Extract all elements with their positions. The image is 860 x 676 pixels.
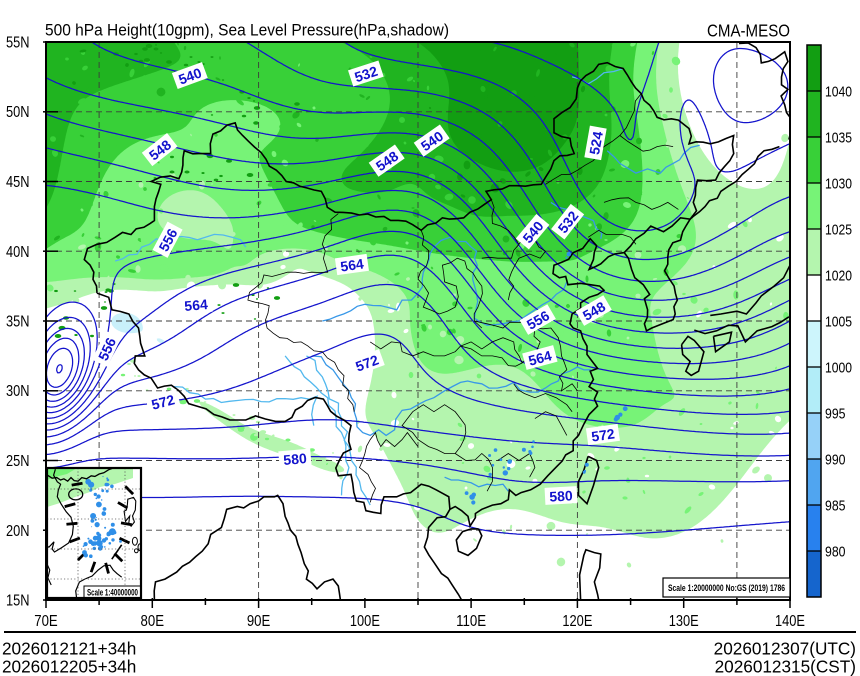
svg-text:140E: 140E (775, 613, 805, 630)
svg-text:985: 985 (825, 497, 846, 514)
svg-text:532: 532 (352, 63, 379, 86)
svg-text:15N: 15N (6, 593, 30, 610)
svg-text:Scale 1:20000000 No:GS (2019): Scale 1:20000000 No:GS (2019) 1786 (668, 583, 785, 593)
svg-text:130E: 130E (669, 613, 699, 630)
svg-text:45N: 45N (6, 174, 30, 191)
svg-text:2026012307(UTC): 2026012307(UTC) (714, 639, 856, 659)
svg-text:2026012315(CST): 2026012315(CST) (715, 657, 856, 676)
svg-text:55N: 55N (6, 35, 30, 52)
svg-text:25N: 25N (6, 453, 30, 470)
svg-text:572: 572 (150, 391, 177, 413)
svg-text:80E: 80E (141, 613, 165, 630)
svg-text:120E: 120E (562, 613, 592, 630)
svg-text:1035: 1035 (825, 129, 852, 146)
svg-text:990: 990 (825, 451, 846, 468)
svg-text:CMA-MESO: CMA-MESO (707, 21, 790, 41)
svg-text:100E: 100E (350, 613, 380, 630)
svg-text:35N: 35N (6, 314, 30, 331)
svg-text:30N: 30N (6, 383, 30, 400)
svg-text:572: 572 (353, 351, 381, 374)
svg-text:1025: 1025 (825, 221, 852, 238)
svg-text:1030: 1030 (825, 175, 852, 192)
svg-text:564: 564 (184, 296, 209, 314)
svg-text:980: 980 (825, 543, 846, 560)
svg-text:2026012121+34h: 2026012121+34h (2, 639, 136, 659)
svg-text:1005: 1005 (825, 313, 852, 330)
svg-text:Scale 1:40000000: Scale 1:40000000 (87, 588, 138, 598)
svg-text:995: 995 (825, 405, 846, 422)
svg-text:500 hPa Height(10gpm), Sea Lev: 500 hPa Height(10gpm), Sea Level Pressur… (45, 20, 449, 39)
svg-text:70E: 70E (34, 613, 58, 630)
svg-text:564: 564 (527, 347, 554, 369)
svg-text:2026012205+34h: 2026012205+34h (2, 657, 136, 676)
svg-text:572: 572 (590, 425, 616, 444)
svg-text:90E: 90E (247, 613, 271, 630)
svg-text:580: 580 (283, 450, 308, 468)
svg-text:1020: 1020 (825, 267, 852, 284)
svg-text:110E: 110E (456, 613, 486, 630)
svg-text:1040: 1040 (825, 83, 852, 100)
svg-text:50N: 50N (6, 104, 30, 121)
svg-text:564: 564 (339, 255, 365, 274)
svg-text:540: 540 (176, 64, 204, 87)
svg-text:40N: 40N (6, 244, 30, 261)
svg-text:524: 524 (586, 130, 606, 156)
svg-text:580: 580 (549, 487, 573, 504)
svg-text:20N: 20N (6, 523, 30, 540)
svg-text:1000: 1000 (825, 359, 852, 376)
